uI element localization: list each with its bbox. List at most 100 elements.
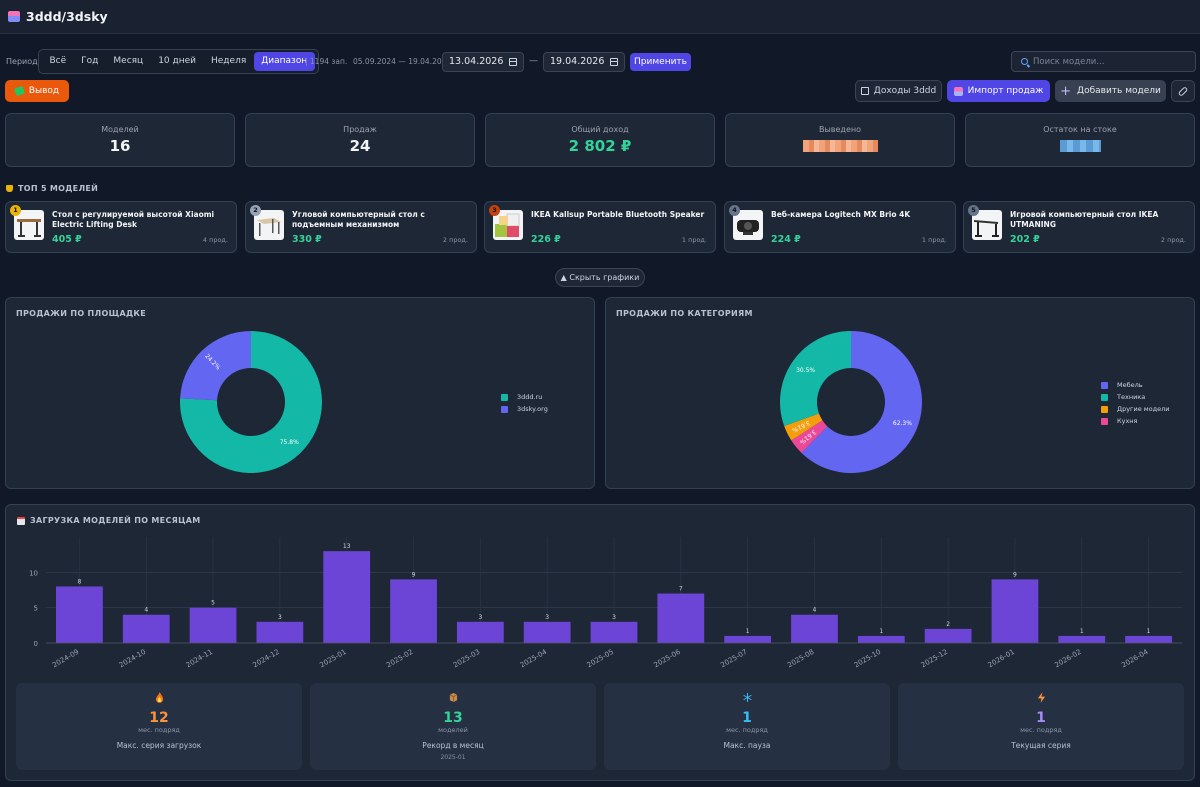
box-icon: [449, 693, 457, 702]
current-streak-card: 1 мес. подряд Текущая серия: [898, 683, 1184, 770]
model-price: 405 ₽: [52, 234, 82, 245]
model-name: Стол с регулируемой высотой Xiaomi Elect…: [52, 210, 215, 229]
money-icon: [13, 85, 25, 97]
pixelated-value: [802, 140, 878, 152]
data-range: 05.09.2024 — 19.04.2026: [353, 57, 452, 66]
top-model-card[interactable]: 2 Угловой компьютерный стол с подъемным …: [245, 201, 477, 253]
bar[interactable]: [189, 607, 237, 643]
bar-value-label: 3: [478, 614, 482, 621]
bar[interactable]: [724, 635, 772, 643]
bar[interactable]: [523, 621, 571, 643]
legend-item: Техника: [1101, 391, 1170, 403]
bar-value-label: 3: [612, 614, 616, 621]
date-separator: —: [529, 56, 538, 66]
bar[interactable]: [122, 614, 170, 643]
donut-slice[interactable]: [784, 413, 823, 441]
bar[interactable]: [590, 621, 638, 643]
top-model-card[interactable]: 4 Веб-камера Logitech MX Brio 4K 224 ₽ 1…: [724, 201, 956, 253]
bar-value-label: 4: [813, 607, 817, 614]
date-to-input[interactable]: 19.04.2026: [543, 52, 625, 72]
monthly-uploads-title: ЗАГРУЗКА МОДЕЛЕЙ ПО МЕСЯЦАМ: [17, 516, 201, 525]
bar[interactable]: [256, 621, 304, 643]
platform-chart-panel: ПРОДАЖИ ПО ПЛОЩАДКЕ 75.8% 24.2% 3ddd.ru 3…: [5, 297, 595, 489]
x-tick-label: 2025-02: [385, 648, 414, 670]
model-name: Веб-камера Logitech MX Brio 4K: [771, 210, 911, 219]
streak-label: Текущая серия: [1011, 741, 1071, 750]
slice-label: 30.5%: [796, 367, 815, 374]
x-tick-label: 2025-07: [719, 648, 748, 670]
stat-income-value: 2 802 ₽: [568, 137, 632, 155]
bar-value-label: 1: [746, 628, 750, 635]
link-button[interactable]: [1171, 80, 1195, 102]
model-thumbnail: [14, 210, 44, 240]
x-tick-label: 2026-04: [1120, 648, 1150, 670]
platform-donut-chart: 75.8%24.2%: [180, 331, 322, 473]
bar-value-label: 2: [946, 621, 950, 628]
bar-value-label: 3: [278, 614, 282, 621]
legend-item: 3ddd.ru: [501, 391, 548, 403]
bar[interactable]: [1125, 635, 1172, 643]
bar[interactable]: [857, 635, 905, 643]
top-model-card[interactable]: 3 IKEA Kallsup Portable Bluetooth Speake…: [484, 201, 716, 253]
calendar-icon[interactable]: [509, 58, 517, 66]
bar[interactable]: [991, 579, 1039, 643]
bar-value-label: 13: [343, 543, 351, 550]
app-logo-icon: [8, 11, 20, 22]
bar[interactable]: [791, 614, 838, 643]
period-all-button[interactable]: Всё: [49, 56, 67, 66]
x-tick-label: 2024-10: [118, 648, 147, 670]
monthly-uploads-chart: 051082024-0942024-1052024-1132024-121320…: [29, 537, 1182, 670]
period-range-button[interactable]: Диапазон: [253, 52, 315, 71]
bar[interactable]: [56, 586, 103, 643]
income-3ddd-button[interactable]: Доходы 3ddd: [855, 80, 942, 102]
period-year-button[interactable]: Год: [81, 56, 99, 66]
donut-slice[interactable]: [780, 331, 851, 427]
search-icon: [1021, 58, 1028, 65]
model-thumbnail: [972, 210, 1002, 240]
bar[interactable]: [456, 621, 504, 643]
max-upload-streak-card: 12 мес. подряд Макс. серия загрузок: [16, 683, 302, 770]
date-from-input[interactable]: 13.04.2026: [442, 52, 524, 72]
period-month-button[interactable]: Месяц: [113, 56, 144, 66]
donut-slice[interactable]: [801, 331, 922, 473]
bar-value-label: 8: [77, 578, 81, 585]
streak-label: Макс. серия загрузок: [116, 741, 202, 750]
apply-button[interactable]: Применить: [630, 53, 691, 71]
lightning-icon: [1037, 692, 1045, 703]
withdraw-button[interactable]: Вывод: [5, 80, 69, 102]
search-input[interactable]: Поиск модели...: [1011, 51, 1196, 72]
legend-item: Другие модели: [1101, 403, 1170, 415]
bar[interactable]: [657, 593, 705, 643]
bar-value-label: 9: [1013, 571, 1017, 578]
period-week-button[interactable]: Неделя: [211, 56, 247, 66]
monthly-record-card: 13 моделей Рекорд в месяц 2025-01: [310, 683, 596, 770]
top-model-card[interactable]: 1 Стол с регулируемой высотой Xiaomi Ele…: [5, 201, 237, 253]
bar[interactable]: [924, 628, 972, 643]
max-pause-card: 1 мес. подряд Макс. пауза: [604, 683, 890, 770]
calendar-icon[interactable]: [610, 58, 618, 66]
model-price: 202 ₽: [1010, 234, 1040, 245]
streak-value: 13: [443, 710, 463, 726]
model-sales-count: 1 прод.: [921, 236, 947, 244]
add-models-button[interactable]: + Добавить модели: [1055, 80, 1166, 102]
top-model-card[interactable]: 5 Игровой компьютерный стол IKEA UTMANIN…: [963, 201, 1195, 253]
donut-slice[interactable]: [180, 331, 251, 401]
y-tick-label: 10: [29, 569, 38, 577]
stat-income: Общий доход 2 802 ₽: [485, 113, 715, 167]
platform-legend: 3ddd.ru 3dsky.org: [501, 391, 548, 415]
streak-value: 12: [149, 710, 169, 726]
x-tick-label: 2025-08: [786, 648, 815, 670]
import-sales-button[interactable]: Импорт продаж: [947, 80, 1050, 102]
model-name: Угловой компьютерный стол с подъемным ме…: [292, 210, 425, 229]
bar[interactable]: [390, 579, 437, 643]
model-price: 224 ₽: [771, 234, 801, 245]
donut-slice[interactable]: [791, 420, 828, 453]
donut-slice[interactable]: [180, 331, 322, 473]
period-10days-button[interactable]: 10 дней: [158, 56, 196, 66]
hide-charts-button[interactable]: ▲ Скрыть графики: [555, 268, 645, 287]
bar[interactable]: [323, 551, 371, 643]
external-link-icon: [860, 87, 869, 95]
x-tick-label: 2025-10: [853, 648, 882, 670]
bar[interactable]: [1058, 635, 1106, 643]
x-tick-label: 2026-01: [987, 648, 1016, 670]
